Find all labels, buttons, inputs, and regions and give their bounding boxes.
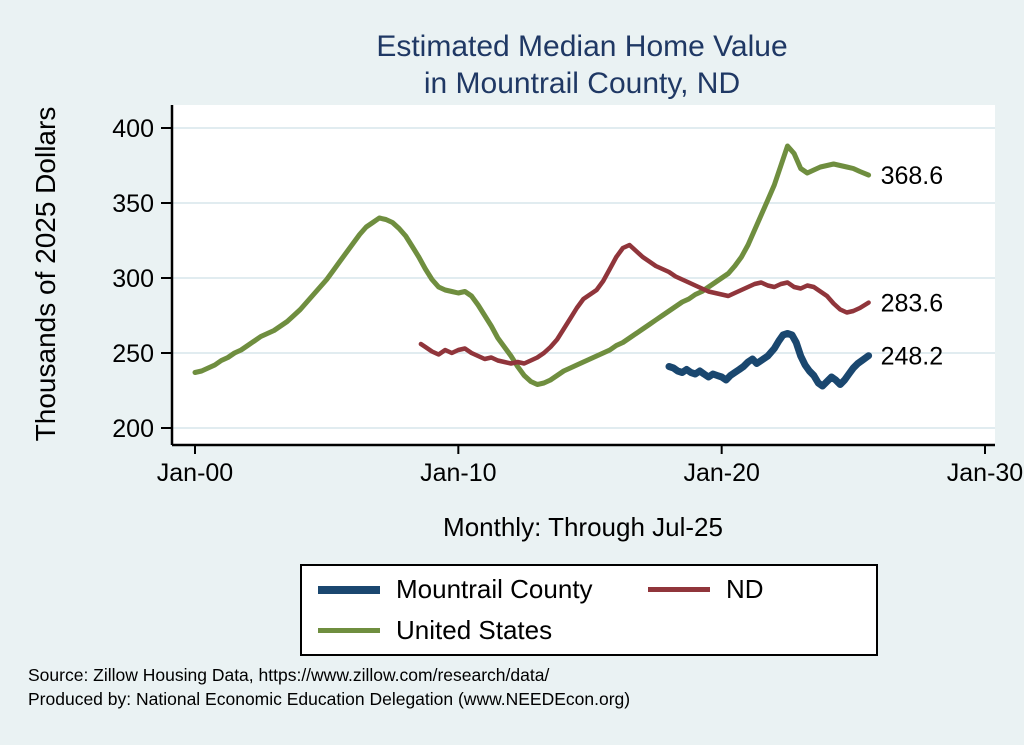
legend-label-nd: ND	[726, 574, 764, 604]
nd-line-swatch	[648, 587, 710, 592]
legend-item-nd: ND	[648, 574, 876, 605]
y-tick-label: 200	[112, 415, 154, 443]
y-tick-label: 400	[112, 115, 154, 143]
legend-item-mountrail-county: Mountrail County	[318, 574, 648, 605]
source-note-line2: Produced by: National Economic Education…	[28, 689, 631, 709]
end-label-united_states: 368.6	[881, 162, 944, 190]
end-label-mountrail_county: 248.2	[881, 343, 944, 371]
y-tick-label: 300	[112, 265, 154, 293]
x-tick-label: Jan-10	[420, 459, 496, 487]
legend-label-mountrail-county: Mountrail County	[396, 574, 593, 604]
series-line-mountrail_county	[665, 330, 873, 390]
legend-item-united-states: United States	[318, 615, 648, 646]
plot-area: 200 250 300 350 400 Jan-00 Jan-10 Jan-20 Jan-30 3…	[112, 105, 1023, 487]
source-note-line1: Source: Zillow Housing Data, https://www…	[28, 665, 550, 685]
series-line-united_states	[192, 143, 872, 387]
series-line-nd	[418, 242, 871, 366]
chart-title-line2: in Mountrail County, ND	[423, 67, 741, 100]
chart-title: Estimated Median Home Value in Mountrail…	[112, 28, 1024, 102]
chart-subtitle: Monthly: Through Jul-25	[443, 512, 723, 542]
y-tick-label: 250	[112, 340, 154, 368]
y-tick-label: 350	[112, 190, 154, 218]
x-tick-label: Jan-00	[157, 459, 233, 487]
x-tick-label: Jan-20	[683, 459, 759, 487]
united-states-line-swatch	[318, 628, 380, 633]
source-notes: Source: Zillow Housing Data, https://www…	[28, 663, 630, 711]
legend-label-united-states: United States	[396, 615, 553, 645]
legend: Mountrail County ND United States	[300, 564, 878, 656]
chart-title-line1: Estimated Median Home Value	[376, 30, 788, 63]
x-tick-label: Jan-30	[947, 459, 1023, 487]
plot-background	[172, 105, 995, 445]
mountrail-county-line-swatch	[318, 585, 380, 594]
end-label-nd: 283.6	[881, 290, 944, 318]
